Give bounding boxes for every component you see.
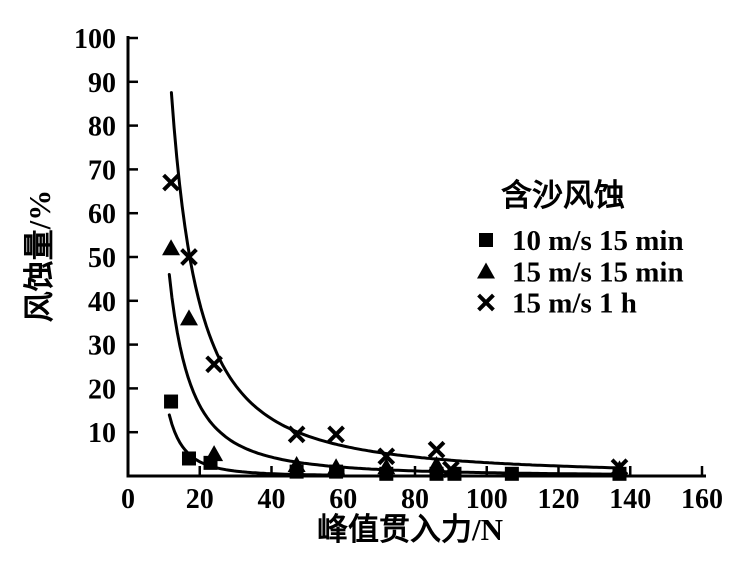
legend-row: 10 m/s 15 min xyxy=(479,225,684,257)
data-point xyxy=(179,309,198,326)
y-tick-label: 50 xyxy=(88,243,116,274)
series-x xyxy=(162,173,629,479)
series-square xyxy=(164,394,627,481)
fitted-curves xyxy=(167,91,623,477)
data-point xyxy=(180,248,198,266)
legend-marker-x xyxy=(477,293,495,312)
data-point xyxy=(287,456,306,473)
legend-title: 含沙风蚀 xyxy=(501,178,625,213)
data-points xyxy=(162,173,629,481)
data-point xyxy=(427,440,446,459)
data-point xyxy=(181,451,196,466)
y-axis-title: 风蚀量/% xyxy=(22,190,57,323)
legend-row: 15 m/s 1 h xyxy=(477,288,637,320)
y-tick-label: 80 xyxy=(88,112,116,143)
data-point xyxy=(442,460,460,479)
data-point xyxy=(205,355,223,374)
legend-label: 15 m/s 1 h xyxy=(512,288,637,320)
data-point xyxy=(427,456,446,473)
x-tick-label: 120 xyxy=(538,484,580,515)
y-tick-label: 60 xyxy=(88,199,116,230)
x-tick-label: 80 xyxy=(401,484,429,515)
x-tick-label: 40 xyxy=(258,484,286,515)
y-tick-label: 20 xyxy=(88,374,116,405)
legend-row: 15 m/s 15 min xyxy=(477,257,684,289)
data-point xyxy=(504,466,519,481)
y-tick-label: 100 xyxy=(74,24,116,55)
y-tick-label: 10 xyxy=(88,418,116,449)
data-point xyxy=(287,425,306,444)
x-tick-label: 0 xyxy=(121,484,135,515)
fit-curve xyxy=(169,91,623,470)
data-point xyxy=(327,458,346,475)
data-point xyxy=(164,394,179,409)
data-point xyxy=(377,458,396,475)
legend-label: 10 m/s 15 min xyxy=(512,225,684,257)
data-point xyxy=(610,458,629,477)
legend-marker-triangle xyxy=(477,262,495,279)
x-tick-label: 20 xyxy=(186,484,214,515)
fit-curve xyxy=(167,413,338,477)
x-tick-label: 140 xyxy=(609,484,651,515)
x-tick-label: 100 xyxy=(466,484,508,515)
legend-marker-square xyxy=(479,233,493,247)
legend-label: 15 m/s 15 min xyxy=(512,257,684,289)
x-axis-title: 峰值贯入力/N xyxy=(317,512,503,547)
y-tick-label: 30 xyxy=(88,331,116,362)
data-point xyxy=(377,447,396,466)
axis-tick-labels: 0 20 40 60 80 100 120 140 160 10 20 30 40 50 60 70 80 90 1… xyxy=(74,24,723,515)
data-point xyxy=(205,445,224,462)
data-point xyxy=(162,173,180,192)
data-point xyxy=(162,239,181,256)
data-point xyxy=(327,425,345,444)
y-tick-label: 40 xyxy=(88,287,116,318)
fit-curve xyxy=(167,273,623,476)
plot-axes xyxy=(126,36,706,478)
y-tick-label: 90 xyxy=(88,68,116,99)
x-tick-label: 60 xyxy=(329,484,357,515)
y-tick-label: 70 xyxy=(88,155,116,186)
x-tick-label: 160 xyxy=(681,484,723,515)
